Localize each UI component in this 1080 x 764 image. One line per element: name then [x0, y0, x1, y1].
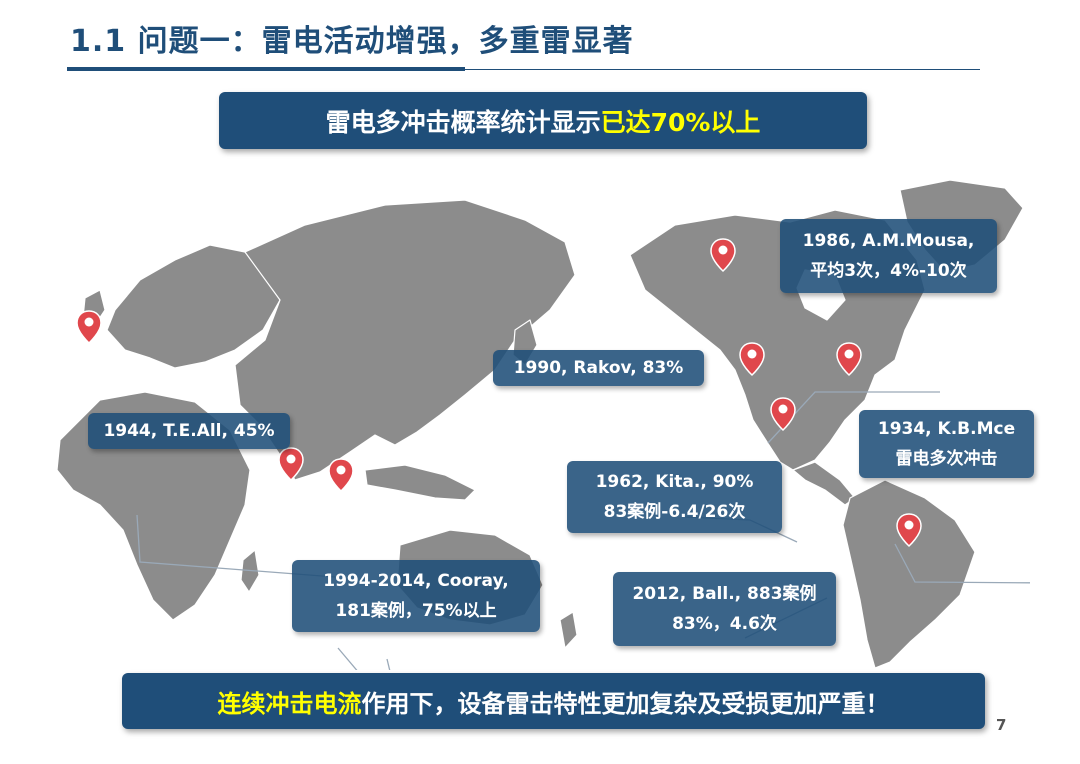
- callout-europe-line1: 1944, T.E.All, 45%: [103, 421, 275, 441]
- callout-canada-line2: 平均3次，4%-10次: [810, 261, 967, 281]
- europe-landmass: [106, 244, 281, 369]
- location-pin-icon: [76, 310, 102, 344]
- callout-east-us: 1934, K.B.Mce 雷电多次冲击: [859, 410, 1034, 478]
- callout-canada-line1: 1986, A.M.Mousa,: [802, 231, 975, 251]
- callout-south-us-line1: 1962, Kita., 90%: [595, 472, 754, 492]
- title-underline: [67, 69, 980, 70]
- callout-brazil: 2012, Ball., 883案例 83%，4.6次: [613, 572, 836, 646]
- location-pin-icon: [836, 342, 862, 376]
- leader-line-asia-b: [386, 658, 391, 670]
- leader-line-asia-a: [337, 647, 358, 670]
- southeast-asia-islands: [364, 464, 476, 501]
- asia-landmass: [234, 199, 576, 481]
- top-banner-highlight: 已达70%以上: [600, 107, 761, 137]
- leader-line-east-us: [894, 543, 1030, 584]
- bottom-banner-text: 作用下，设备雷击特性更加复杂及受损更加严重！: [361, 689, 890, 718]
- callout-south-us: 1962, Kita., 90% 83案例-6.4/26次: [567, 461, 782, 533]
- top-banner: 雷电多冲击概率统计显示 已达70%以上: [219, 92, 867, 149]
- callout-east-us-line2: 雷电多次冲击: [895, 449, 998, 469]
- new-zealand: [559, 611, 578, 649]
- callout-asia-line1: 1994-2014, Cooray,: [323, 571, 509, 591]
- callout-west-us: 1990, Rakov, 83%: [493, 350, 704, 386]
- central-america-landmass: [792, 461, 856, 506]
- callout-south-us-line2: 83案例-6.4/26次: [603, 502, 746, 522]
- callout-brazil-line1: 2012, Ball., 883案例: [632, 584, 817, 604]
- callout-east-us-line1: 1934, K.B.Mce: [877, 419, 1016, 439]
- africa-landmass: [56, 391, 251, 621]
- callout-brazil-line2: 83%，4.6次: [672, 614, 777, 634]
- location-pin-icon: [710, 238, 736, 272]
- callout-asia: 1994-2014, Cooray, 181案例，75%以上: [292, 560, 540, 632]
- world-map: [56, 180, 1030, 670]
- location-pin-icon: [770, 397, 796, 431]
- title-underline-accent: [67, 67, 465, 71]
- callout-west-us-line1: 1990, Rakov, 83%: [513, 358, 684, 378]
- south-america-landmass: [842, 479, 976, 669]
- location-pin-icon: [739, 342, 765, 376]
- location-pin-icon: [896, 513, 922, 547]
- location-pin-icon: [278, 447, 304, 481]
- bottom-banner-highlight: 连续冲击电流: [217, 689, 362, 718]
- top-banner-text: 雷电多冲击概率统计显示: [325, 107, 601, 137]
- location-pin-icon: [328, 458, 354, 492]
- page-number: 7: [996, 716, 1007, 734]
- leader-line-europe: [136, 514, 336, 578]
- slide-title: 1.1 问题一：雷电活动增强，多重雷显著: [70, 24, 634, 59]
- callout-canada: 1986, A.M.Mousa, 平均3次，4%-10次: [780, 219, 997, 293]
- bottom-banner: 连续冲击电流 作用下，设备雷击特性更加复杂及受损更加严重！: [122, 673, 985, 729]
- callout-asia-line2: 181案例，75%以上: [335, 601, 497, 621]
- callout-europe: 1944, T.E.All, 45%: [88, 413, 290, 449]
